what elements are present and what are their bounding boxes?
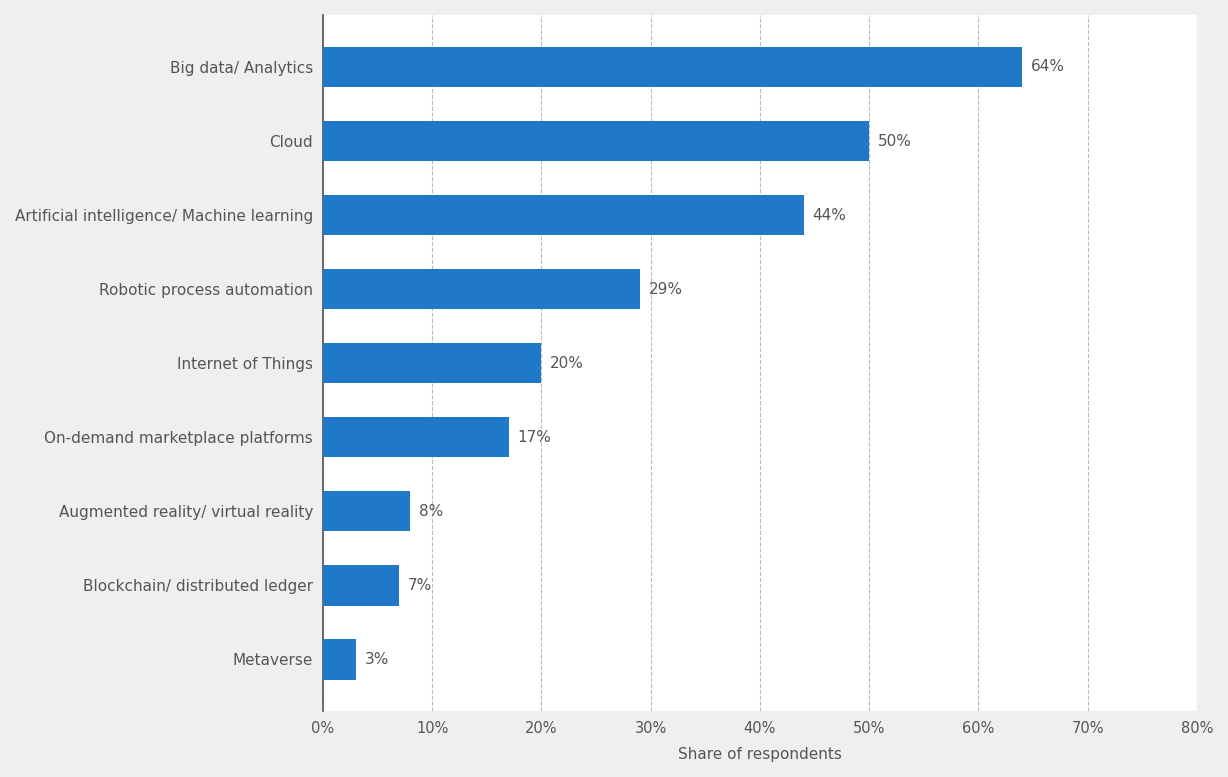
Bar [323, 269, 640, 309]
Bar [323, 47, 1022, 87]
Text: 29%: 29% [648, 281, 683, 297]
Bar [323, 565, 399, 605]
Text: 17%: 17% [517, 430, 551, 444]
X-axis label: Share of respondents: Share of respondents [678, 747, 842, 762]
Bar [323, 343, 542, 383]
Text: 8%: 8% [419, 503, 443, 518]
Text: 3%: 3% [365, 652, 389, 667]
Bar [323, 416, 508, 458]
Bar [323, 639, 356, 680]
Bar [323, 195, 803, 235]
Text: 44%: 44% [813, 207, 846, 222]
Text: 7%: 7% [408, 577, 432, 593]
Bar [323, 120, 869, 162]
Text: 64%: 64% [1030, 60, 1065, 75]
Text: 20%: 20% [550, 356, 585, 371]
Text: 50%: 50% [878, 134, 911, 148]
Bar [323, 491, 410, 531]
